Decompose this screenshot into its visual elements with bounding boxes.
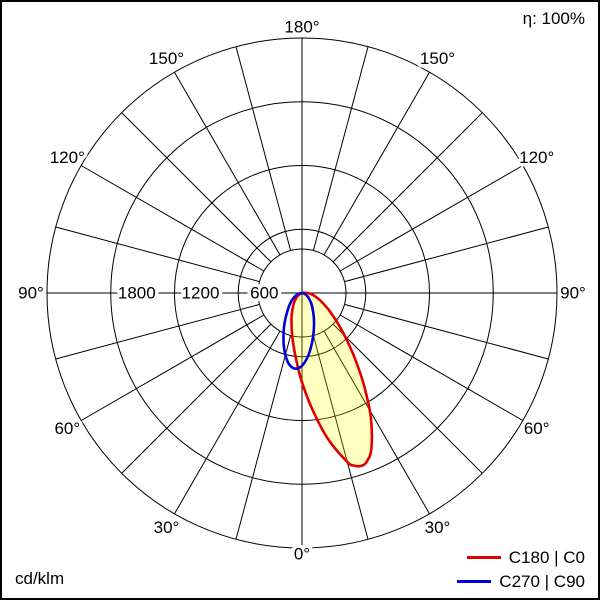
grid-radial-line (344, 303, 549, 360)
grid-radial-line (174, 330, 281, 515)
grid-radial-line (323, 71, 430, 256)
grid-radial-line (323, 330, 430, 515)
angle-label-180: 180° (284, 18, 319, 37)
grid-radial-line (312, 46, 369, 251)
grid-radial-line (344, 226, 549, 283)
angle-label-0: 0° (294, 545, 310, 564)
grid-radial-line (312, 335, 369, 540)
angle-label-120: 120° (519, 148, 554, 167)
legend-item: C180 | C0 (457, 549, 585, 566)
angle-label-60: 60° (54, 419, 80, 438)
angle-label-60: 60° (524, 419, 550, 438)
grid-radial-line (235, 46, 292, 251)
legend-label: C180 | C0 (508, 548, 585, 567)
legend-swatch (466, 556, 501, 559)
grid-radial-line (121, 112, 272, 263)
angle-label-150: 150° (420, 49, 455, 68)
grid-radial-line (55, 226, 260, 283)
legend-label: C270 | C90 (499, 572, 585, 591)
legend-item: C270 | C90 (457, 573, 585, 590)
units-label: cd/klm (15, 569, 65, 588)
angle-label-120: 120° (50, 148, 85, 167)
angle-label-90: 90° (560, 284, 586, 303)
grid-radial-line (235, 335, 292, 540)
grid-radial-line (339, 314, 524, 421)
grid-radial-line (332, 323, 483, 474)
intensity-curve-c270-c90 (282, 291, 316, 371)
radial-tick-label: 600 (250, 284, 278, 303)
grid-radial-line (80, 165, 265, 272)
angle-label-30: 30° (154, 518, 180, 537)
radial-tick-label: 1800 (118, 284, 156, 303)
grid-radial-line (332, 112, 483, 263)
legend-swatch (457, 580, 492, 583)
grid-radial-line (174, 71, 281, 256)
grid-radial-line (121, 323, 272, 474)
angle-label-90: 90° (18, 284, 44, 303)
intensity-curve-c180-c0 (290, 291, 374, 468)
grid-radial-line (55, 303, 260, 360)
legend: C180 | C0 C270 | C90 (457, 549, 585, 590)
radial-tick-label: 1200 (182, 284, 220, 303)
angle-label-30: 30° (425, 518, 451, 537)
grid-radial-line (80, 314, 265, 421)
efficiency-label: η: 100% (522, 9, 585, 28)
angle-label-150: 150° (149, 49, 184, 68)
grid-radial-line (339, 165, 524, 272)
